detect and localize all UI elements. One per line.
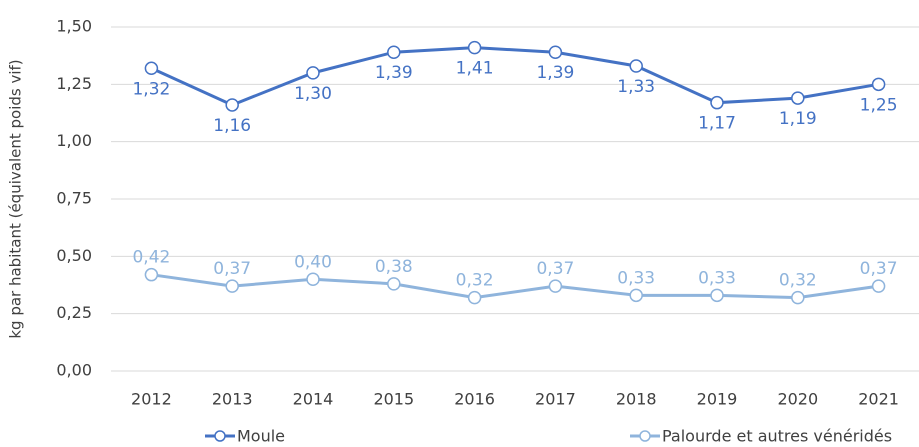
point [144,61,159,76]
point [791,290,805,305]
point [710,95,724,110]
x-tick-label: 2012 [131,390,172,409]
point [306,272,320,287]
data-label: 1,41 [456,59,494,79]
data-label: 1,33 [617,77,655,97]
data-label: 0,38 [375,257,413,277]
point [548,45,563,59]
x-tick-label: 2021 [858,390,899,409]
point [225,279,239,293]
data-label: 1,16 [213,116,251,136]
series-line [151,273,879,300]
point [791,91,805,105]
point [548,279,563,293]
y-tick-label: 0,75 [56,189,92,208]
x-tick-label: 2013 [212,390,253,409]
x-tick-label: 2015 [373,390,414,409]
point [629,288,643,303]
data-label: 0,37 [536,259,574,279]
y-tick-label: 1,00 [56,131,92,150]
y-tick-label: 0,50 [56,246,92,265]
data-label: 0,37 [860,259,898,279]
point [387,277,401,291]
x-tick-label: 2016 [454,390,495,409]
y-tick-label: 1,25 [56,74,92,93]
x-tick-label: 2017 [535,390,576,409]
data-label: 1,30 [294,84,332,104]
point [225,98,239,112]
point [144,267,159,282]
point [387,45,401,59]
data-label: 0,40 [294,252,332,272]
data-label: 1,39 [536,63,574,83]
point [871,279,886,293]
data-label: 0,33 [698,268,736,288]
point [467,290,482,305]
y-tick-label: 0,25 [56,303,92,322]
data-label: 0,37 [213,259,251,279]
legend-label: Moule [237,427,285,446]
data-label: 1,17 [698,114,736,134]
point [306,66,320,80]
data-label: 0,42 [132,248,170,268]
point [710,288,724,303]
point [629,59,643,73]
data-label: 0,32 [456,271,494,291]
data-label: 1,25 [860,95,898,115]
data-label: 1,39 [375,63,413,83]
data-label: 1,32 [132,79,170,99]
legend-marker [639,430,651,442]
legend-label: Palourde et autres vénéridés [662,427,892,446]
point [871,77,886,92]
data-label: 0,32 [779,271,817,291]
y-tick-label: 0,00 [56,361,92,380]
data-label: 0,33 [617,268,655,288]
y-axis-label: kg par habitant (équivalent poids vif) [7,59,25,338]
data-label: 1,19 [779,109,817,129]
legend-marker [214,430,226,442]
y-tick-label: 1,50 [56,17,92,36]
x-tick-label: 2014 [293,390,334,409]
x-tick-label: 2018 [616,390,657,409]
x-tick-label: 2020 [777,390,818,409]
x-tick-label: 2019 [697,390,738,409]
series-line [150,46,879,107]
point [467,40,482,55]
